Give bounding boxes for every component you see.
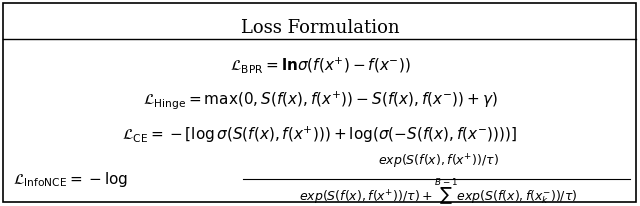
Text: $\mathcal{L}_{\mathrm{Hinge}} = \max(0, S(f(x), f(x^{+})) - S(f(x), f(x^{-})) + : $\mathcal{L}_{\mathrm{Hinge}} = \max(0, … bbox=[143, 89, 497, 111]
Text: $\mathcal{L}_{\mathrm{CE}} = -[\log \sigma(S(f(x), f(x^{+}))) + \log(\sigma(-S(f: $\mathcal{L}_{\mathrm{CE}} = -[\log \sig… bbox=[122, 125, 518, 145]
Text: $exp(S(f(x), f(x^{+}))/\tau) + \sum_{k=1}^{B-1} exp(S(f(x), f(x_k^{-}))/\tau)$: $exp(S(f(x), f(x^{+}))/\tau) + \sum_{k=1… bbox=[299, 177, 578, 206]
Text: $\mathcal{L}_{\mathrm{InfoNCE}} = -\log$: $\mathcal{L}_{\mathrm{InfoNCE}} = -\log$ bbox=[13, 170, 128, 189]
Text: Loss Formulation: Loss Formulation bbox=[241, 19, 399, 36]
Text: $exp(S(f(x), f(x^{+}))/\tau)$: $exp(S(f(x), f(x^{+}))/\tau)$ bbox=[378, 153, 499, 171]
Text: $\mathcal{L}_{\mathrm{BPR}} = \mathbf{ln}\sigma(f(x^{+}) - f(x^{-}))$: $\mathcal{L}_{\mathrm{BPR}} = \mathbf{ln… bbox=[230, 55, 410, 75]
